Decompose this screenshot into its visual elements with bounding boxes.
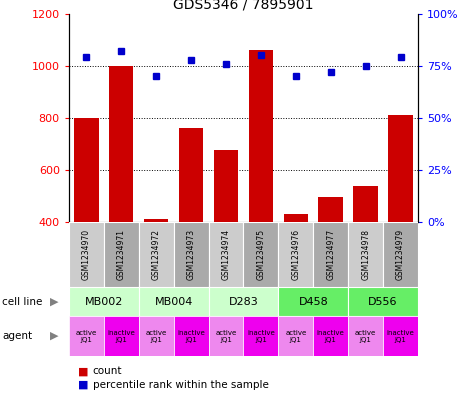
Text: inactive
JQ1: inactive JQ1 — [387, 329, 414, 343]
Text: GSM1234972: GSM1234972 — [152, 229, 161, 280]
Bar — [314, 222, 348, 287]
Bar — [383, 316, 418, 356]
Bar — [109, 66, 133, 222]
Bar — [144, 219, 168, 222]
Text: MB004: MB004 — [154, 297, 193, 307]
Text: ■: ■ — [78, 366, 89, 376]
Text: GSM1234971: GSM1234971 — [117, 229, 126, 280]
Text: GSM1234975: GSM1234975 — [256, 229, 266, 280]
Bar — [214, 151, 238, 222]
Bar — [209, 287, 278, 316]
Text: cell line: cell line — [2, 297, 43, 307]
Text: active
JQ1: active JQ1 — [215, 329, 237, 343]
Text: D556: D556 — [368, 297, 398, 307]
Bar — [319, 197, 343, 222]
Text: ■: ■ — [78, 380, 89, 390]
Text: MB002: MB002 — [85, 297, 123, 307]
Bar — [74, 118, 98, 222]
Bar — [348, 316, 383, 356]
Text: active
JQ1: active JQ1 — [285, 329, 306, 343]
Bar — [139, 222, 173, 287]
Bar — [139, 287, 209, 316]
Bar — [249, 50, 273, 222]
Text: GSM1234970: GSM1234970 — [82, 229, 91, 280]
Bar — [353, 185, 378, 222]
Bar — [69, 316, 104, 356]
Bar — [278, 222, 314, 287]
Bar — [348, 287, 418, 316]
Bar — [69, 222, 104, 287]
Text: GSM1234974: GSM1234974 — [221, 229, 230, 280]
Text: percentile rank within the sample: percentile rank within the sample — [93, 380, 268, 390]
Text: active
JQ1: active JQ1 — [76, 329, 97, 343]
Text: GSM1234973: GSM1234973 — [187, 229, 196, 280]
Text: GSM1234979: GSM1234979 — [396, 229, 405, 280]
Bar — [383, 222, 418, 287]
Bar — [314, 316, 348, 356]
Text: ▶: ▶ — [50, 297, 59, 307]
Bar — [174, 316, 209, 356]
Bar — [243, 222, 278, 287]
Text: D283: D283 — [228, 297, 258, 307]
Bar — [278, 316, 314, 356]
Text: agent: agent — [2, 331, 32, 341]
Bar — [243, 316, 278, 356]
Text: count: count — [93, 366, 122, 376]
Bar — [284, 214, 308, 222]
Bar — [389, 115, 413, 222]
Bar — [209, 222, 243, 287]
Bar — [139, 316, 173, 356]
Bar — [174, 222, 209, 287]
Text: GSM1234976: GSM1234976 — [291, 229, 300, 280]
Bar — [179, 128, 203, 222]
Text: inactive
JQ1: inactive JQ1 — [107, 329, 135, 343]
Text: inactive
JQ1: inactive JQ1 — [177, 329, 205, 343]
Text: GSM1234977: GSM1234977 — [326, 229, 335, 280]
Text: inactive
JQ1: inactive JQ1 — [247, 329, 275, 343]
Bar — [104, 316, 139, 356]
Bar — [278, 287, 348, 316]
Text: GSM1234978: GSM1234978 — [361, 229, 370, 280]
Text: active
JQ1: active JQ1 — [145, 329, 167, 343]
Bar — [104, 222, 139, 287]
Text: inactive
JQ1: inactive JQ1 — [317, 329, 344, 343]
Text: ▶: ▶ — [50, 331, 59, 341]
Text: D458: D458 — [298, 297, 328, 307]
Bar — [348, 222, 383, 287]
Bar — [209, 316, 243, 356]
Text: active
JQ1: active JQ1 — [355, 329, 376, 343]
Title: GDS5346 / 7895901: GDS5346 / 7895901 — [173, 0, 314, 11]
Bar — [69, 287, 139, 316]
